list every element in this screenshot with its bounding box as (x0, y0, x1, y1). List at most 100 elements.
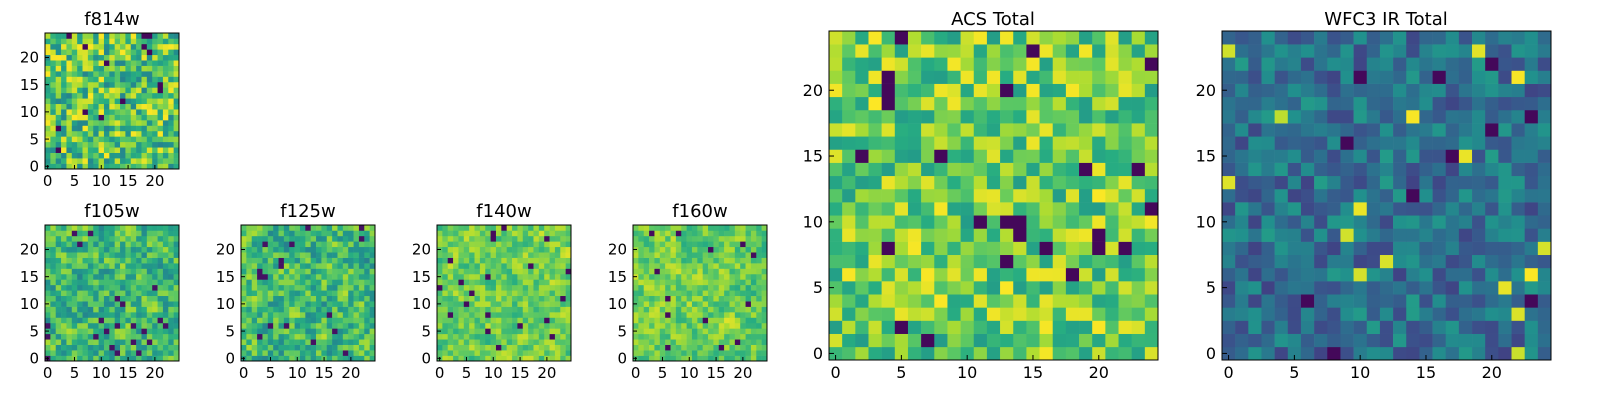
heatmap-cell (681, 257, 687, 264)
heatmap-cell (77, 65, 83, 72)
heatmap-cell (1118, 162, 1132, 177)
heatmap-cell (1079, 333, 1093, 348)
heatmap-cell (654, 333, 661, 340)
heatmap-cell (538, 257, 545, 264)
heatmap-cell (348, 268, 354, 275)
heatmap-cell (98, 33, 105, 39)
heatmap-cell (659, 268, 666, 275)
heatmap-cell (907, 96, 922, 111)
heatmap-cell (98, 328, 105, 335)
heatmap-cell (120, 147, 126, 153)
heatmap-cell (1472, 175, 1486, 190)
heatmap-cell (358, 230, 365, 237)
heatmap-cell (708, 306, 714, 313)
heatmap-cell (1340, 320, 1354, 334)
heatmap-cell (77, 163, 83, 170)
heatmap-cell (1485, 294, 1499, 308)
heatmap-cell (50, 306, 57, 313)
heatmap-cell (907, 31, 922, 45)
heatmap-cell (490, 252, 497, 258)
heatmap-cell (1511, 136, 1525, 150)
heatmap-cell (538, 355, 545, 362)
heatmap-cell (82, 230, 89, 237)
y-tick-label: 15 (216, 268, 235, 286)
heatmap-cell (1026, 123, 1040, 137)
heatmap-cell (1274, 215, 1289, 229)
heatmap-cell (829, 346, 843, 361)
heatmap-cell (55, 81, 62, 88)
heatmap-cell (934, 307, 948, 321)
heatmap-cell (907, 320, 922, 334)
heatmap-cell (1039, 31, 1054, 45)
heatmap-cell (474, 322, 481, 329)
heatmap-cell (93, 163, 99, 170)
heatmap-cell (45, 141, 51, 148)
heatmap-cell (114, 65, 121, 72)
heatmap-cell (342, 241, 349, 248)
heatmap-cell (93, 60, 99, 66)
heatmap-cell (649, 322, 655, 329)
heatmap-cell (745, 328, 752, 335)
heatmap-cell (369, 322, 376, 329)
heatmap-cell (162, 130, 169, 137)
heatmap-cell (162, 322, 169, 329)
heatmap-cell (1445, 202, 1460, 216)
heatmap-cell (729, 273, 736, 280)
heatmap-cell (1314, 57, 1328, 71)
heatmap-cell (103, 290, 110, 297)
heatmap-cell (1300, 57, 1315, 71)
heatmap-cell (125, 136, 132, 143)
heatmap-cell (1524, 241, 1539, 256)
heatmap-cell (278, 312, 285, 318)
heatmap-cell (1222, 136, 1236, 150)
heatmap-cell (87, 54, 94, 61)
heatmap-cell (1524, 96, 1539, 111)
heatmap-cell (130, 60, 137, 66)
heatmap-cell (283, 339, 290, 345)
heatmap-cell (522, 339, 529, 345)
heatmap-cell (103, 322, 110, 329)
heatmap-cell (670, 263, 677, 269)
heatmap-cell (517, 279, 524, 286)
heatmap-cell (1537, 202, 1552, 216)
heatmap-cell (533, 257, 540, 264)
heatmap-cell (745, 230, 752, 237)
heatmap-cell (114, 103, 121, 110)
heatmap-cell (479, 284, 486, 291)
heatmap-cell (1366, 175, 1381, 190)
heatmap-cell (262, 295, 269, 302)
heatmap-cell (1000, 136, 1014, 150)
heatmap-cell (894, 307, 909, 321)
heatmap-cell (734, 284, 741, 291)
heatmap-cell (1144, 123, 1159, 137)
heatmap-cell (708, 284, 714, 291)
heatmap-cell (125, 252, 132, 258)
heatmap-cell (1261, 162, 1275, 177)
heatmap-cell (442, 322, 449, 329)
heatmap-cell (130, 136, 137, 143)
x-tick-label: 0 (43, 364, 53, 382)
heatmap-cell (638, 301, 645, 307)
heatmap-cell (756, 279, 762, 286)
heatmap-cell (855, 202, 869, 216)
heatmap-cell (549, 225, 556, 231)
heatmap-cell (299, 263, 306, 269)
heatmap-cell (136, 130, 142, 137)
heatmap-cell (289, 268, 295, 275)
heatmap-cell (109, 257, 115, 264)
heatmap-cell (146, 158, 153, 164)
heatmap-cell (82, 54, 89, 61)
heatmap-cell (152, 152, 158, 159)
heatmap-cell (50, 81, 57, 88)
heatmap-cell (463, 257, 470, 264)
heatmap-cell (713, 241, 720, 248)
heatmap-cell (246, 344, 253, 351)
heatmap-cell (1118, 31, 1132, 45)
heatmap-cell (130, 71, 137, 77)
heatmap-cell (463, 241, 470, 248)
heatmap-cell (1485, 70, 1499, 84)
heatmap-cell (1118, 44, 1132, 58)
heatmap-cell (1524, 254, 1539, 269)
heatmap-cell (162, 120, 169, 126)
heatmap-cell (686, 339, 693, 345)
